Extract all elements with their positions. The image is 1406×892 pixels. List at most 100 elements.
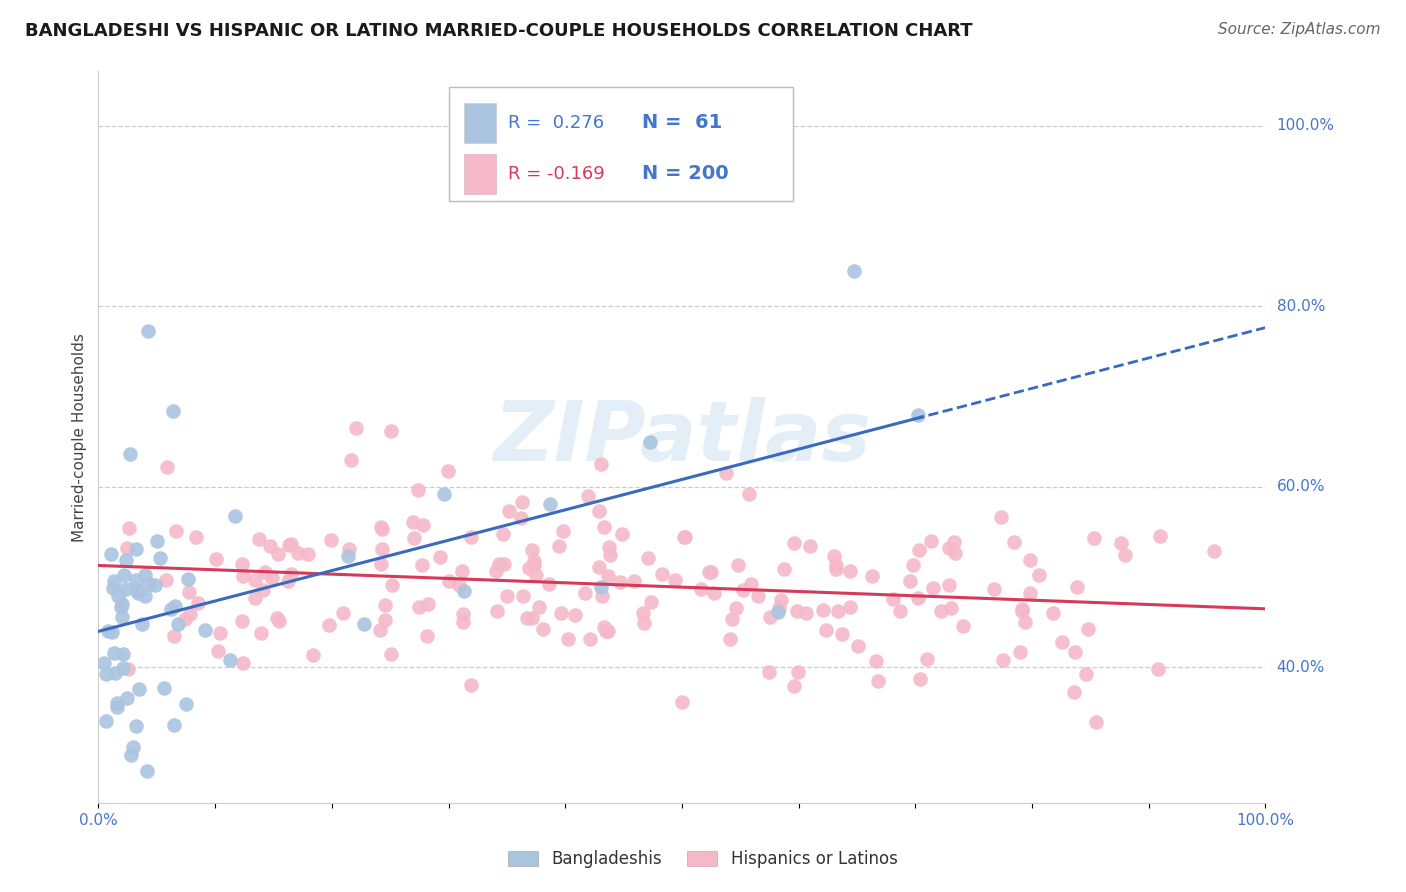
Point [167, 617, 190, 632]
Point [671, 694, 693, 708]
FancyBboxPatch shape [464, 153, 496, 194]
Point [1147, 662, 1170, 676]
Point [266, 611, 288, 625]
Point [174, 698, 197, 712]
Point [370, 557, 392, 571]
Point [115, 582, 138, 596]
Point [1204, 544, 1226, 558]
Text: 80.0%: 80.0% [1277, 299, 1324, 314]
Point [368, 623, 391, 637]
Point [915, 652, 938, 666]
Point [929, 604, 952, 618]
Point [205, 552, 228, 566]
Point [716, 467, 738, 481]
Text: R = -0.169: R = -0.169 [508, 165, 605, 183]
Point [408, 483, 430, 497]
Point [103, 666, 125, 681]
Point [943, 546, 966, 560]
Point [547, 539, 569, 553]
Point [402, 515, 425, 529]
Point [1114, 548, 1136, 562]
Point [827, 604, 849, 618]
Point [576, 489, 599, 503]
Point [651, 566, 673, 581]
Point [449, 577, 471, 591]
Point [436, 464, 458, 478]
Point [783, 536, 806, 550]
Point [697, 566, 720, 580]
Point [633, 615, 655, 630]
Point [115, 552, 138, 566]
Point [259, 539, 281, 553]
Point [149, 550, 172, 565]
Point [94, 714, 117, 728]
Point [280, 566, 302, 581]
Point [510, 510, 533, 524]
Point [512, 589, 534, 603]
Point [498, 504, 520, 518]
Point [287, 546, 309, 560]
Point [848, 639, 870, 653]
Point [689, 582, 711, 596]
Point [219, 652, 242, 666]
Point [112, 568, 135, 582]
Point [381, 578, 404, 592]
Point [429, 550, 451, 565]
Text: 100.0%: 100.0% [1277, 118, 1334, 133]
Point [612, 527, 634, 541]
Point [277, 574, 299, 588]
Point [339, 452, 361, 467]
Point [156, 460, 179, 475]
Point [1014, 615, 1036, 629]
Point [353, 617, 375, 632]
Point [738, 487, 761, 501]
Text: N = 200: N = 200 [643, 164, 728, 184]
Point [125, 573, 148, 587]
Point [637, 551, 659, 566]
Point [591, 589, 613, 603]
Point [278, 538, 301, 552]
Point [411, 558, 433, 572]
Point [488, 558, 510, 572]
Point [759, 610, 782, 624]
Point [194, 623, 217, 637]
Point [412, 518, 434, 533]
Point [882, 591, 904, 606]
Point [231, 614, 253, 628]
Point [773, 562, 796, 576]
Point [640, 595, 662, 609]
Point [520, 611, 543, 625]
Point [900, 574, 922, 589]
Point [187, 596, 209, 610]
Point [266, 547, 288, 561]
Point [127, 586, 149, 600]
Point [105, 696, 128, 710]
Point [134, 568, 156, 582]
Point [531, 622, 554, 636]
Point [1083, 531, 1105, 545]
Point [107, 589, 129, 603]
Point [907, 408, 929, 422]
Point [224, 509, 246, 524]
Point [703, 586, 725, 600]
Point [990, 510, 1012, 524]
Point [370, 520, 392, 534]
Point [598, 540, 620, 554]
Point [128, 681, 150, 696]
Point [453, 607, 475, 622]
Point [516, 611, 538, 625]
FancyBboxPatch shape [464, 103, 496, 143]
Point [1076, 666, 1098, 681]
Point [588, 503, 610, 517]
Point [120, 748, 142, 763]
Point [865, 655, 887, 669]
Point [492, 557, 515, 571]
Point [125, 542, 148, 557]
Point [122, 739, 145, 754]
Point [908, 672, 931, 686]
Point [983, 582, 1005, 597]
Point [163, 629, 186, 643]
Point [243, 573, 266, 587]
Point [1149, 529, 1171, 543]
Point [404, 532, 426, 546]
